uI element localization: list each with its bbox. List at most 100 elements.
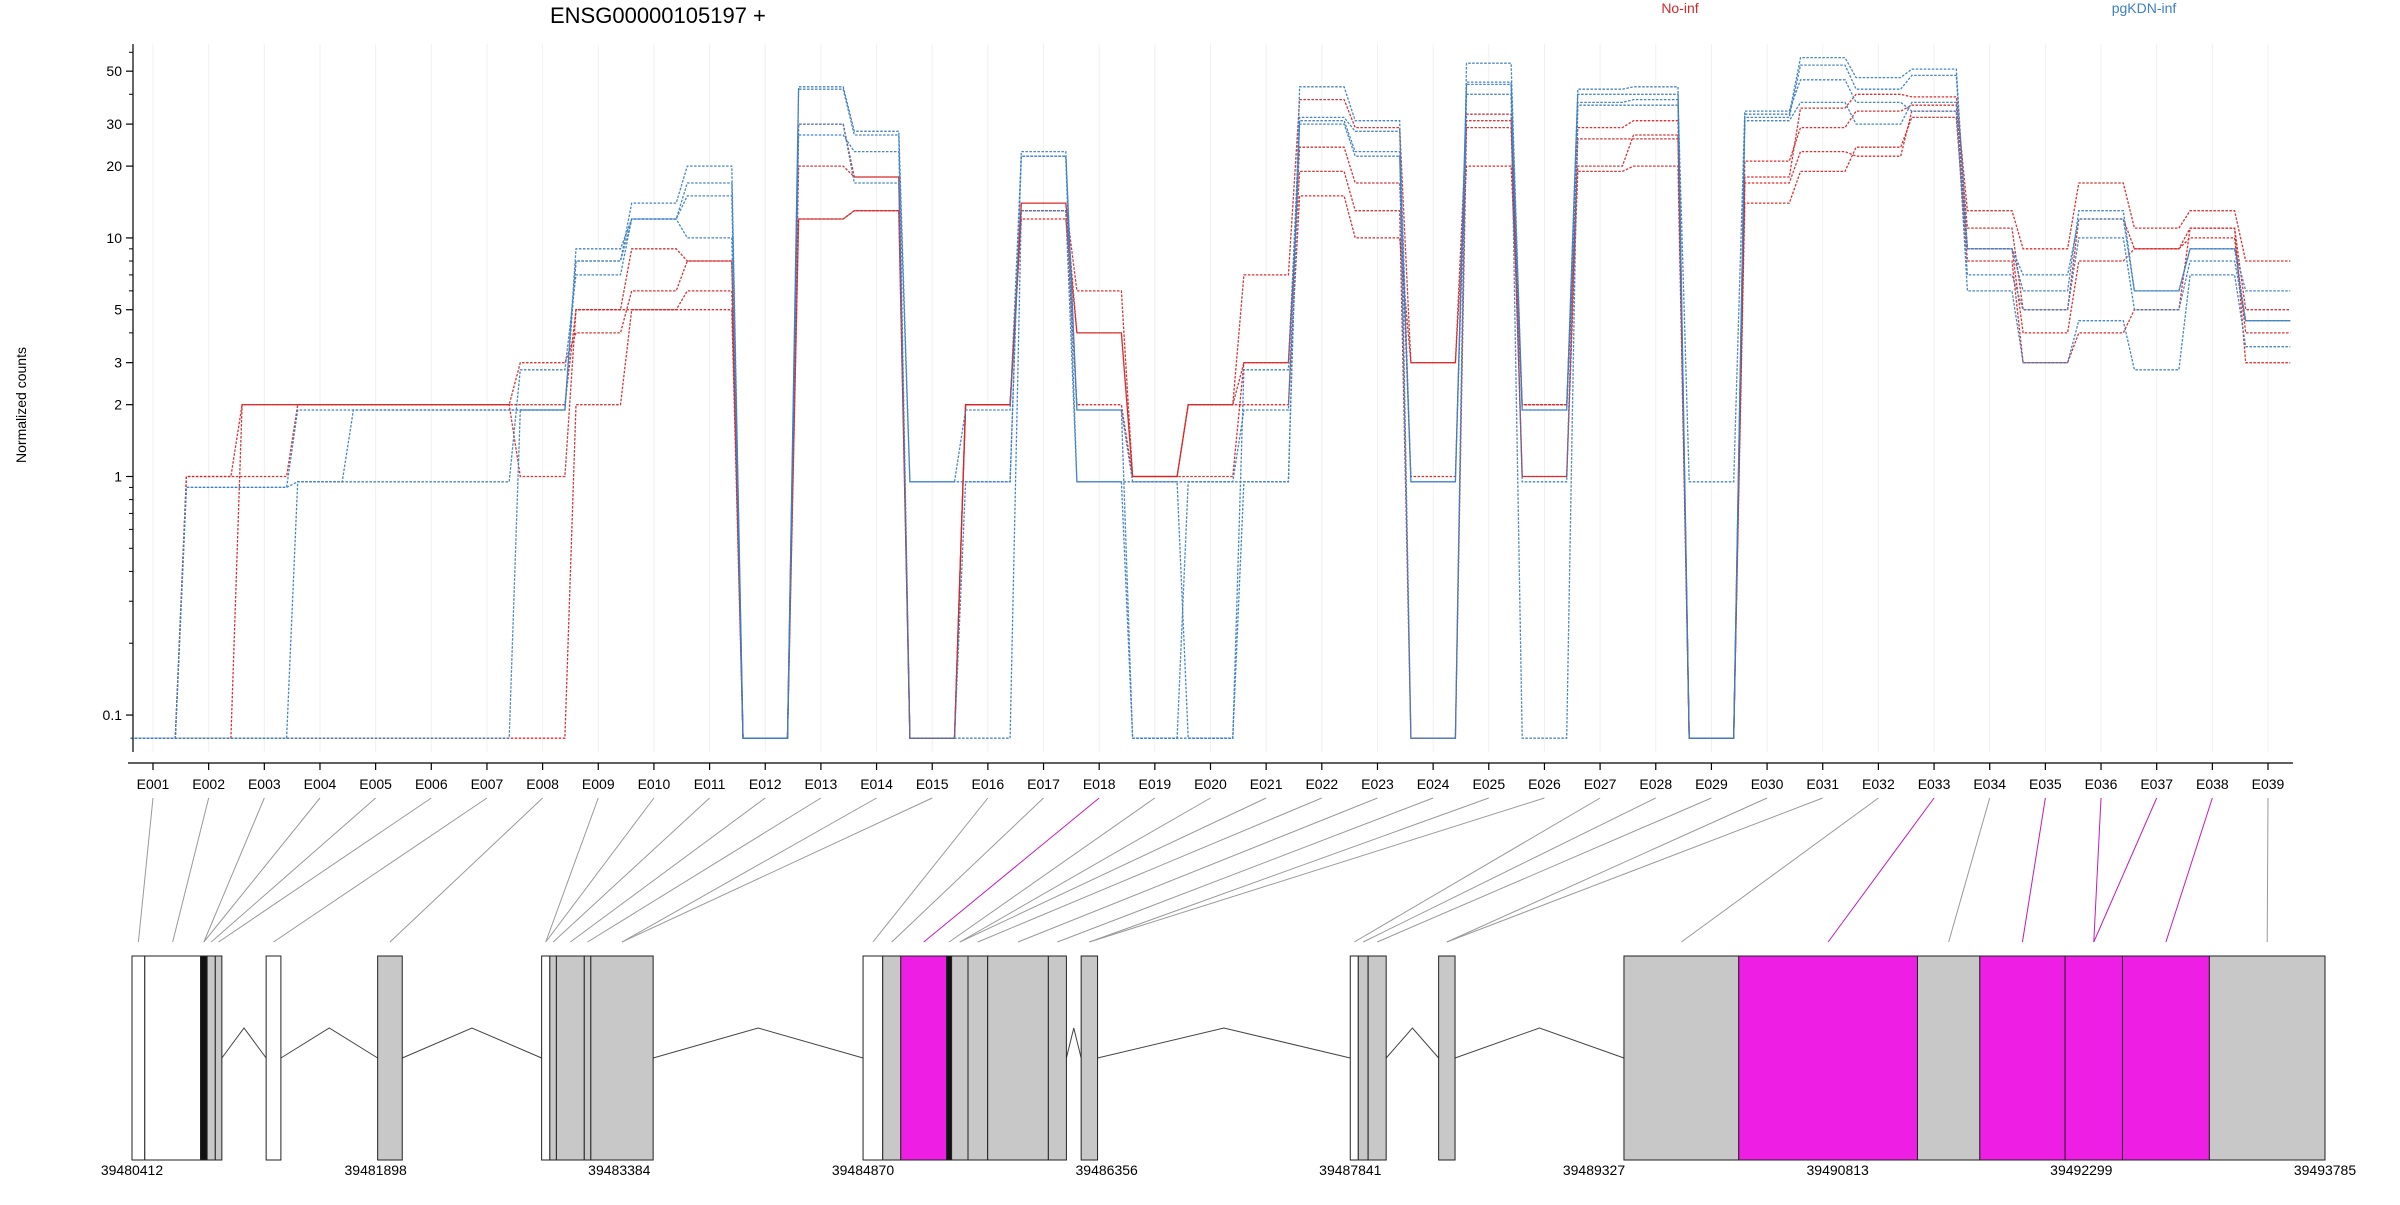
x-tick-label: E023 [1361,776,1394,792]
exon-box-E007 [377,955,403,1161]
x-tick-label: E032 [1862,776,1895,792]
x-tick-label: E025 [1472,776,1505,792]
x-tick-label: E003 [248,776,281,792]
x-tick-label: E004 [304,776,337,792]
x-tick-label: E022 [1305,776,1338,792]
y-axis-label: Normalized counts [13,347,29,463]
y-tick-label: 5 [114,302,122,318]
connector-line-E022 [977,797,1323,943]
intron-line [402,1027,542,1059]
connector-line-E007 [273,797,488,943]
exon-box-E019 [987,955,1049,1161]
exon-box-E011 [583,955,592,1161]
y-tick-label: 3 [114,355,122,371]
grid-layer [152,44,2269,752]
y-tick-label: 1 [114,468,122,484]
gene-model: 39480412 39481898 39483384 39484870 39486356… [101,955,2357,1178]
connector-line-E036 [2093,797,2102,943]
x-tick-label: E011 [694,776,726,792]
connector-line-E033 [1827,797,1935,943]
exon-box-E008 [541,955,551,1161]
connector-line-E039 [2266,797,2269,943]
connector-line-E029 [1376,797,1712,943]
x-tick-label: E039 [2252,776,2285,792]
connector-line-E034 [1948,797,1991,943]
connector-line-E028 [1362,797,1656,943]
exon-box-E003 [200,955,208,1161]
exon-box-E006 [265,955,282,1161]
x-tick-label: E005 [359,776,392,792]
connector-line-E032 [1681,797,1879,943]
connector-line-E037 [2093,797,2158,943]
axes-layer: 0.1 1 2 3 5 10 20 30 50 E001 E002 E003 E004 E005 E006 E… [103,44,2293,792]
genomic-coordinate-label: 39483384 [588,1162,651,1178]
connector-line-E030 [1446,797,1768,943]
connector-line-E024 [1057,797,1434,943]
exon-box-E005 [214,955,223,1161]
intron-line [221,1027,267,1059]
connector-line-E031 [1446,797,1823,943]
exon-box-E010 [555,955,585,1161]
intron-line [1065,1027,1082,1059]
x-tick-label: E026 [1528,776,1561,792]
connector-line-E026 [1089,797,1545,943]
x-tick-label: E008 [526,776,559,792]
y-tick-label: 20 [106,158,122,174]
exon-box-E012 [590,955,654,1161]
y-tick-label: 2 [114,397,122,413]
y-tick-label: 30 [106,116,122,132]
x-tick-label: E034 [1973,776,2006,792]
exon-box-E026 [1623,955,1740,1161]
connector-line-E014 [621,797,877,943]
connector-line-E012 [570,797,766,943]
exon-box-E020 [1047,955,1067,1161]
x-tick-label: E038 [2196,776,2229,792]
connector-line-E009 [545,797,599,943]
exon-box-E027 [1738,955,1918,1161]
x-tick-label: E018 [1083,776,1116,792]
intron-line [1454,1027,1625,1059]
connector-line-E035 [2021,797,2046,943]
series-line-pgkdn-inf-8 [130,93,2291,739]
exon-box-E002 [144,955,202,1161]
x-tick-label: E006 [415,776,448,792]
series-layer [130,56,2291,739]
x-tick-label: E021 [1250,776,1283,792]
genomic-coordinate-label: 39480412 [101,1162,164,1178]
x-tick-label: E035 [2029,776,2062,792]
exon-box-E029 [1979,955,2066,1161]
connector-line-E016 [872,797,989,943]
x-tick-label: E010 [638,776,671,792]
chart-title: ENSG00000105197 + [550,3,766,28]
exon-box-E028 [1916,955,1981,1161]
x-tick-label: E009 [582,776,615,792]
connector-line-E001 [137,797,154,943]
connector-line-E015 [621,797,933,943]
exon-box-E016 [946,955,953,1161]
exon-box-E025 [1438,955,1456,1161]
exon-box-E018 [967,955,989,1161]
x-tick-label: E014 [860,776,893,792]
genomic-coordinate-label: 39484870 [832,1162,895,1178]
intron-line [280,1027,378,1059]
connector-line-E011 [552,797,710,943]
genomic-coordinate-label: 39486356 [1076,1162,1139,1178]
y-tick-label: 10 [106,230,122,246]
connector-line-E013 [587,797,822,943]
connector-line-E002 [172,797,210,943]
x-tick-label: E019 [1138,776,1171,792]
genomic-coordinate-label: 39490813 [1807,1162,1870,1178]
y-tick-label: 50 [106,63,122,79]
connector-line-E021 [959,797,1267,943]
connector-line-E019 [948,797,1156,943]
x-tick-label: E017 [1027,776,1060,792]
x-tick-label: E007 [471,776,504,792]
genomic-coordinate-label: 39493785 [2294,1162,2357,1178]
connector-line-E003 [203,797,265,943]
x-tick-label: E016 [972,776,1005,792]
exon-box-E004 [206,955,216,1161]
connector-line-E008 [389,797,543,943]
genomic-coordinate-label: 39492299 [2050,1162,2113,1178]
